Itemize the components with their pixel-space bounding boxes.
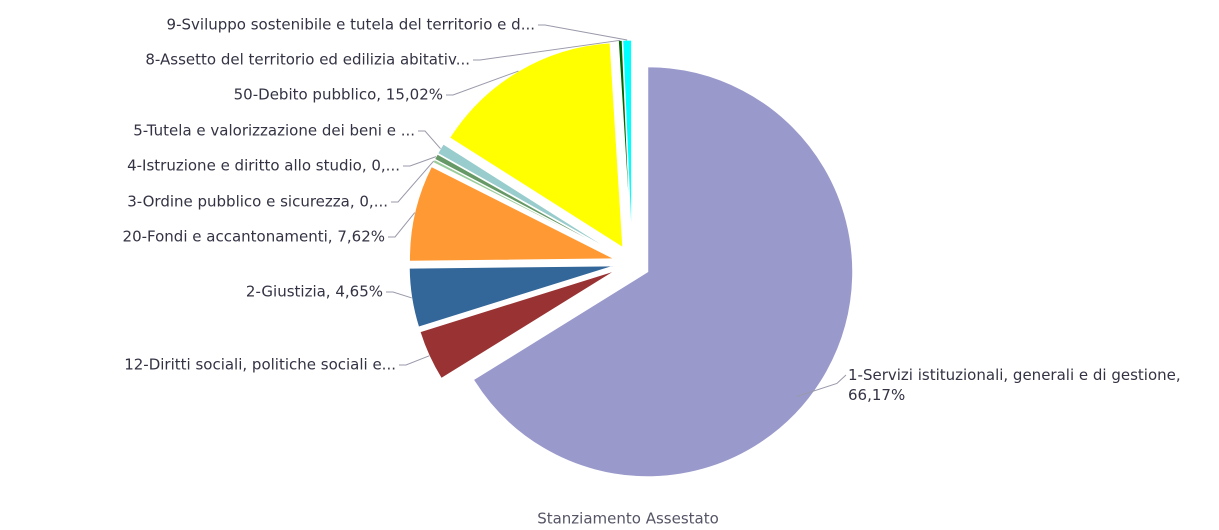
slice-label: 50-Debito pubblico, 15,02%	[234, 86, 443, 104]
label-connector	[388, 212, 416, 238]
label-connector	[473, 39, 621, 61]
pie-slice	[408, 265, 615, 328]
slice-label: 2-Giustizia, 4,65%	[246, 283, 383, 301]
chart-title: Stanziamento Assestato	[537, 510, 719, 528]
label-connector	[391, 160, 435, 203]
slice-label: 5-Tutela e valorizzazione dei beni e ...	[133, 122, 415, 140]
slice-label: 4-Istruzione e diritto allo studio, 0,..…	[127, 157, 400, 175]
label-connector	[403, 156, 437, 167]
pie-slice	[448, 42, 624, 249]
slice-label: 8-Assetto del territorio ed edilizia abi…	[145, 51, 470, 69]
pie-slice	[622, 39, 633, 246]
label-connector	[386, 291, 412, 299]
pie-slice	[408, 165, 615, 262]
slice-label: 3-Ordine pubblico e sicurezza, 0,...	[127, 193, 388, 211]
label-connector	[399, 355, 430, 366]
slice-label: 20-Fondi e accantonamenti, 7,62%	[123, 228, 385, 246]
slice-label: 12-Diritti sociali, politiche sociali e.…	[124, 356, 396, 374]
label-connector	[446, 70, 519, 96]
slice-label: 9-Sviluppo sostenibile e tutela del terr…	[167, 16, 535, 34]
pie-slice	[472, 66, 854, 478]
pie-slice	[419, 270, 616, 380]
label-connector	[538, 24, 628, 41]
label-connector	[418, 130, 441, 150]
label-connector	[796, 374, 847, 397]
slice-label: 1-Servizi istituzionali, generali e di g…	[848, 366, 1181, 404]
